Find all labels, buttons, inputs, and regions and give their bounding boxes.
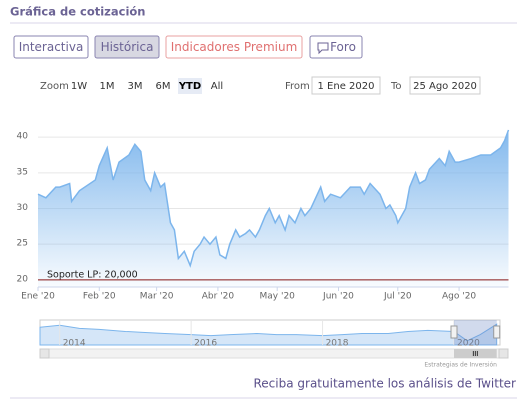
footer[interactable]: Reciba gratuitamente los análisis de Twi… (254, 377, 517, 391)
to-value: 25 Ago 2020 (413, 81, 477, 92)
navigator-selection[interactable] (454, 320, 497, 345)
zoom-label: Zoom (40, 81, 69, 92)
navigator-label: 2016 (194, 339, 217, 349)
x-tick-label: Jul '20 (383, 292, 412, 302)
x-tick-label: Jun '20 (322, 292, 354, 302)
scroll-right[interactable] (498, 348, 509, 359)
y-tick-label: 40 (17, 132, 29, 142)
x-tick-label: Abr '20 (202, 292, 235, 302)
zoom-button[interactable]: 1M (100, 81, 115, 92)
from-label: From (285, 81, 310, 92)
tab[interactable] (13, 35, 89, 59)
zoom-button[interactable]: YTD (178, 81, 201, 92)
scroll-left[interactable] (39, 348, 50, 359)
credit: Estrategias de Inversión (424, 362, 497, 369)
tab-label: Interactiva (19, 40, 84, 54)
tab-label: Indicadores Premium (171, 40, 298, 54)
y-tick-label: 30 (17, 203, 29, 213)
navigator-label: 2018 (326, 339, 349, 349)
x-tick-label: Ene '20 (21, 292, 55, 302)
chat-icon (317, 42, 329, 55)
area-fill (38, 129, 509, 287)
x-tick-label: May '20 (260, 292, 296, 302)
x-tick-label: Ago '20 (442, 292, 476, 302)
zoom-button[interactable]: 6M (156, 81, 171, 92)
support-label: Soporte LP: 20,000 (47, 269, 138, 280)
from-input[interactable] (311, 76, 381, 95)
zoom-button[interactable]: 1W (71, 81, 87, 92)
scrollbar-track (39, 348, 509, 359)
x-tick-label: Feb '20 (83, 292, 116, 302)
to-input[interactable] (409, 76, 481, 95)
tab[interactable] (165, 35, 303, 59)
y-tick-label: 20 (17, 274, 29, 284)
zoom-button[interactable]: All (211, 81, 223, 92)
from-value: 1 Ene 2020 (318, 81, 375, 92)
zoom-button-bg[interactable] (178, 78, 202, 94)
tab[interactable] (309, 35, 363, 59)
zoom-button[interactable]: 3M (128, 81, 143, 92)
navigator-handle[interactable] (493, 325, 501, 339)
tab[interactable] (94, 35, 160, 59)
navigator-handle[interactable] (450, 325, 458, 339)
navigator-label: 2020 (457, 339, 480, 349)
navigator-label: 2014 (63, 339, 86, 349)
to-label: To (390, 81, 402, 92)
navigator-area (39, 323, 498, 346)
y-tick-label: 35 (17, 167, 28, 177)
y-tick-label: 25 (17, 239, 28, 249)
tab-label: Foro (330, 40, 356, 54)
x-tick-label: Mar '20 (140, 292, 174, 302)
price-line (37, 129, 510, 268)
tab-label: Histórica (101, 40, 154, 54)
title: Gráfica de cotización (10, 5, 145, 19)
